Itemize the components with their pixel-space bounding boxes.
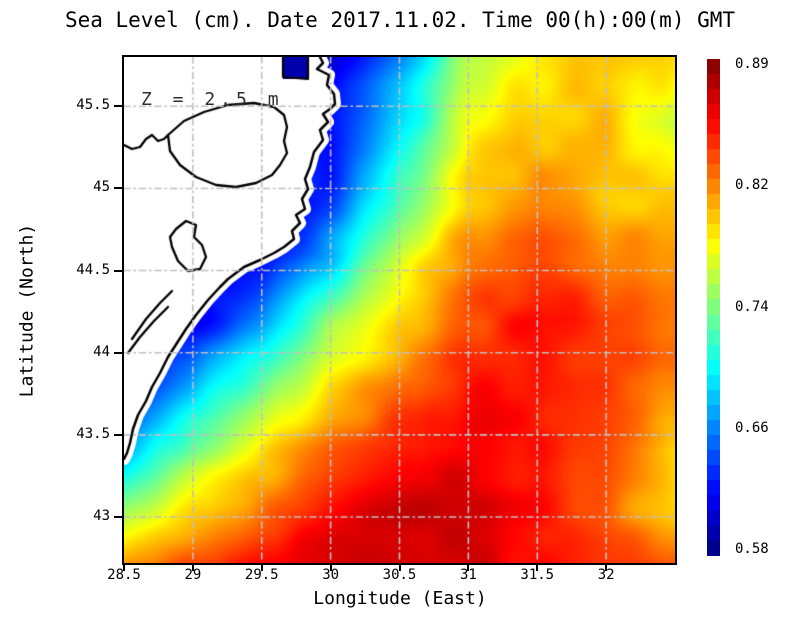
y-tick-label: 43 <box>93 508 110 524</box>
x-tick-mark <box>329 563 332 571</box>
x-axis-label: Longitude (East) <box>313 588 487 609</box>
colorbar-canvas <box>707 59 720 556</box>
colorbar-tick-label: 0.74 <box>735 298 769 315</box>
x-tick-label: 31 <box>459 567 477 583</box>
y-axis-label: Latitude (North) <box>16 223 38 398</box>
y-tick-mark <box>114 105 122 108</box>
x-tick-mark <box>260 563 263 571</box>
y-tick-label: 45.5 <box>76 97 110 114</box>
y-tick-label: 44.5 <box>76 261 110 278</box>
plot-title: Sea Level (cm). Date 2017.11.02. Time 00… <box>64 8 736 32</box>
y-tick-label: 45 <box>93 179 110 196</box>
y-tick-label: 43.5 <box>76 425 110 442</box>
x-tick-label: 28.5 <box>107 567 141 583</box>
y-tick-mark <box>114 516 122 518</box>
x-tick-mark <box>467 563 470 571</box>
depth-annotation: Z = 2.5 m <box>141 89 284 110</box>
x-tick-mark <box>398 563 401 571</box>
x-tick-mark <box>191 563 194 571</box>
heatmap-canvas <box>124 57 675 563</box>
y-tick-mark <box>114 269 122 272</box>
y-tick-label: 44 <box>93 343 110 360</box>
x-tick-label: 30 <box>322 567 340 583</box>
x-tick-label: 29 <box>184 567 202 583</box>
colorbar-tick-label: 0.66 <box>735 419 769 436</box>
colorbar-tick-label: 0.89 <box>735 56 769 72</box>
y-tick-mark <box>114 433 122 436</box>
colorbar-tick-label: 0.82 <box>735 177 769 194</box>
x-tick-label: 29.5 <box>244 567 279 583</box>
x-tick-mark <box>536 563 539 571</box>
x-tick-label: 32 <box>597 567 615 583</box>
x-tick-mark <box>605 563 608 571</box>
x-tick-label: 31.5 <box>520 567 555 583</box>
x-tick-label: 30.5 <box>382 567 417 583</box>
x-tick-mark <box>123 563 125 571</box>
y-tick-mark <box>114 187 122 190</box>
colorbar-tick-label: 0.58 <box>735 541 769 557</box>
y-tick-mark <box>114 351 122 354</box>
